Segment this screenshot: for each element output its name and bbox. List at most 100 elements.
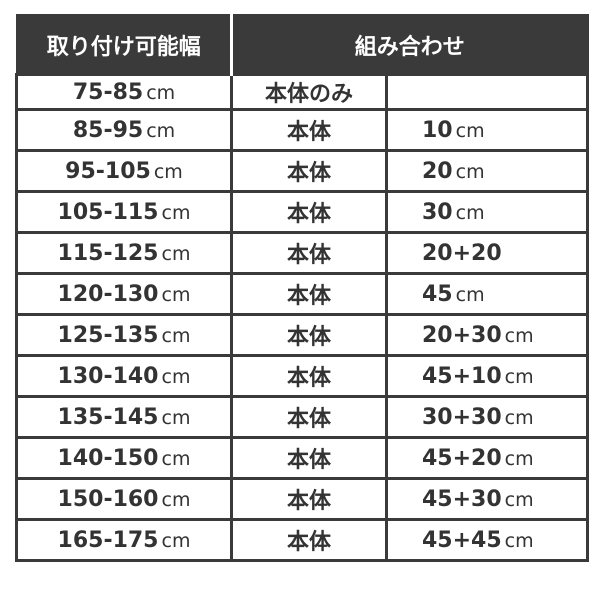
extension-cell: 45+45 cm (384, 518, 590, 562)
width-range-cell: 135-145 cm (15, 395, 233, 439)
table-row: 105-115 cm 本体 30 cm (15, 190, 590, 234)
width-range-cell-value: 95-105 (65, 158, 151, 184)
extension-cell-value: 45+30 (422, 486, 502, 512)
main-unit-cell: 本体 (230, 190, 388, 234)
main-unit-cell: 本体 (230, 149, 388, 193)
main-unit-cell-value: 本体 (286, 243, 331, 268)
unit-label: cm (504, 488, 534, 511)
unit-label: cm (146, 81, 176, 104)
main-unit-cell-value: 本体 (286, 530, 331, 555)
main-unit-cell-value: 本体 (286, 448, 331, 473)
unit-label: cm (455, 201, 485, 224)
table-row: 150-160 cm 本体 45+30 cm (15, 477, 590, 521)
extension-cell-value: 30+30 (422, 404, 502, 430)
width-range-cell-value: 105-115 (57, 199, 159, 225)
unit-label: cm (504, 324, 534, 347)
unit-label: cm (504, 447, 534, 470)
main-unit-cell: 本体 (230, 313, 388, 357)
width-range-cell-value: 135-145 (57, 404, 159, 430)
width-range-cell: 105-115 cm (15, 190, 233, 234)
main-unit-cell: 本体 (230, 436, 388, 480)
table-row: 120-130 cm 本体 45 cm (15, 272, 590, 316)
unit-label: cm (161, 447, 191, 470)
width-range-cell: 125-135 cm (15, 313, 233, 357)
width-range-cell-value: 130-140 (57, 363, 159, 389)
main-unit-cell-value: 本体のみ (264, 82, 353, 107)
width-range-cell: 85-95 cm (15, 108, 233, 152)
width-range-cell: 165-175 cm (15, 518, 233, 562)
main-unit-cell: 本体 (230, 477, 388, 521)
main-unit-cell-value: 本体 (286, 120, 331, 145)
main-unit-cell: 本体 (230, 108, 388, 152)
extension-cell-value: 45+45 (422, 527, 502, 553)
extension-cell-value: 45 (422, 281, 453, 307)
unit-label: cm (161, 365, 191, 388)
extension-cell-value: 10 (422, 117, 453, 143)
unit-label: cm (161, 406, 191, 429)
table-row: 75-85 cm 本体のみ (15, 73, 590, 111)
extension-cell-value: 45+10 (422, 363, 502, 389)
width-range-cell-value: 140-150 (57, 445, 159, 471)
table-row: 135-145 cm 本体 30+30 cm (15, 395, 590, 439)
extension-cell: 20+30 cm (384, 313, 590, 357)
table-row: 95-105 cm 本体 20 cm (15, 149, 590, 193)
unit-label: cm (153, 160, 183, 183)
extension-cell: 10 cm (384, 108, 590, 152)
extension-cell: 20 cm (384, 149, 590, 193)
main-unit-cell-value: 本体 (286, 407, 331, 432)
main-unit-cell: 本体 (230, 518, 388, 562)
main-unit-cell-value: 本体 (286, 284, 331, 309)
table-row: 140-150 cm 本体 45+20 cm (15, 436, 590, 480)
unit-label: cm (161, 324, 191, 347)
table-row: 85-95 cm 本体 10 cm (15, 108, 590, 152)
unit-label: cm (161, 283, 191, 306)
width-range-cell-value: 125-135 (57, 322, 159, 348)
size-combination-table: 取り付け可能幅 組み合わせ 75-85 cm 本体のみ 85-95 cm 本体 10 cm 95… (15, 14, 590, 562)
unit-label: cm (504, 365, 534, 388)
extension-cell: 20+20 (384, 231, 590, 275)
width-range-cell-value: 150-160 (57, 486, 159, 512)
main-unit-cell: 本体のみ (230, 73, 388, 111)
header-mountable-width: 取り付け可能幅 (15, 14, 233, 76)
header-row: 取り付け可能幅 組み合わせ (15, 14, 589, 76)
extension-cell-value: 45+20 (422, 445, 502, 471)
extension-cell: 45 cm (384, 272, 590, 316)
unit-label: cm (161, 529, 191, 552)
main-unit-cell: 本体 (230, 272, 388, 316)
extension-cell: 45+10 cm (384, 354, 590, 398)
extension-cell: 45+30 cm (384, 477, 590, 521)
main-unit-cell: 本体 (230, 354, 388, 398)
extension-cell (384, 73, 590, 111)
main-unit-cell-value: 本体 (286, 161, 331, 186)
table-row: 115-125 cm 本体 20+20 (15, 231, 590, 275)
width-range-cell: 120-130 cm (15, 272, 233, 316)
extension-cell-value: 20 (422, 158, 453, 184)
extension-cell-value: 30 (422, 199, 453, 225)
extension-cell: 30 cm (384, 190, 590, 234)
main-unit-cell-value: 本体 (286, 489, 331, 514)
width-range-cell-value: 120-130 (57, 281, 159, 307)
width-range-cell-value: 165-175 (57, 527, 159, 553)
width-range-cell: 115-125 cm (15, 231, 233, 275)
width-range-cell: 130-140 cm (15, 354, 233, 398)
width-range-cell-value: 85-95 (72, 117, 144, 143)
header-combination: 組み合わせ (230, 14, 589, 76)
unit-label: cm (455, 119, 485, 142)
extension-cell: 30+30 cm (384, 395, 590, 439)
unit-label: cm (161, 201, 191, 224)
main-unit-cell-value: 本体 (286, 202, 331, 227)
main-unit-cell: 本体 (230, 395, 388, 439)
main-unit-cell-value: 本体 (286, 366, 331, 391)
width-range-cell: 140-150 cm (15, 436, 233, 480)
width-range-cell: 95-105 cm (15, 149, 233, 193)
extension-cell-value: 20+30 (422, 322, 502, 348)
unit-label: cm (146, 119, 176, 142)
main-unit-cell-value: 本体 (286, 325, 331, 350)
width-range-cell: 75-85 cm (15, 73, 233, 111)
main-unit-cell: 本体 (230, 231, 388, 275)
extension-cell: 45+20 cm (384, 436, 590, 480)
table-row: 165-175 cm 本体 45+45 cm (15, 518, 590, 562)
unit-label: cm (161, 242, 191, 265)
width-range-cell-value: 75-85 (72, 79, 144, 105)
unit-label: cm (455, 283, 485, 306)
